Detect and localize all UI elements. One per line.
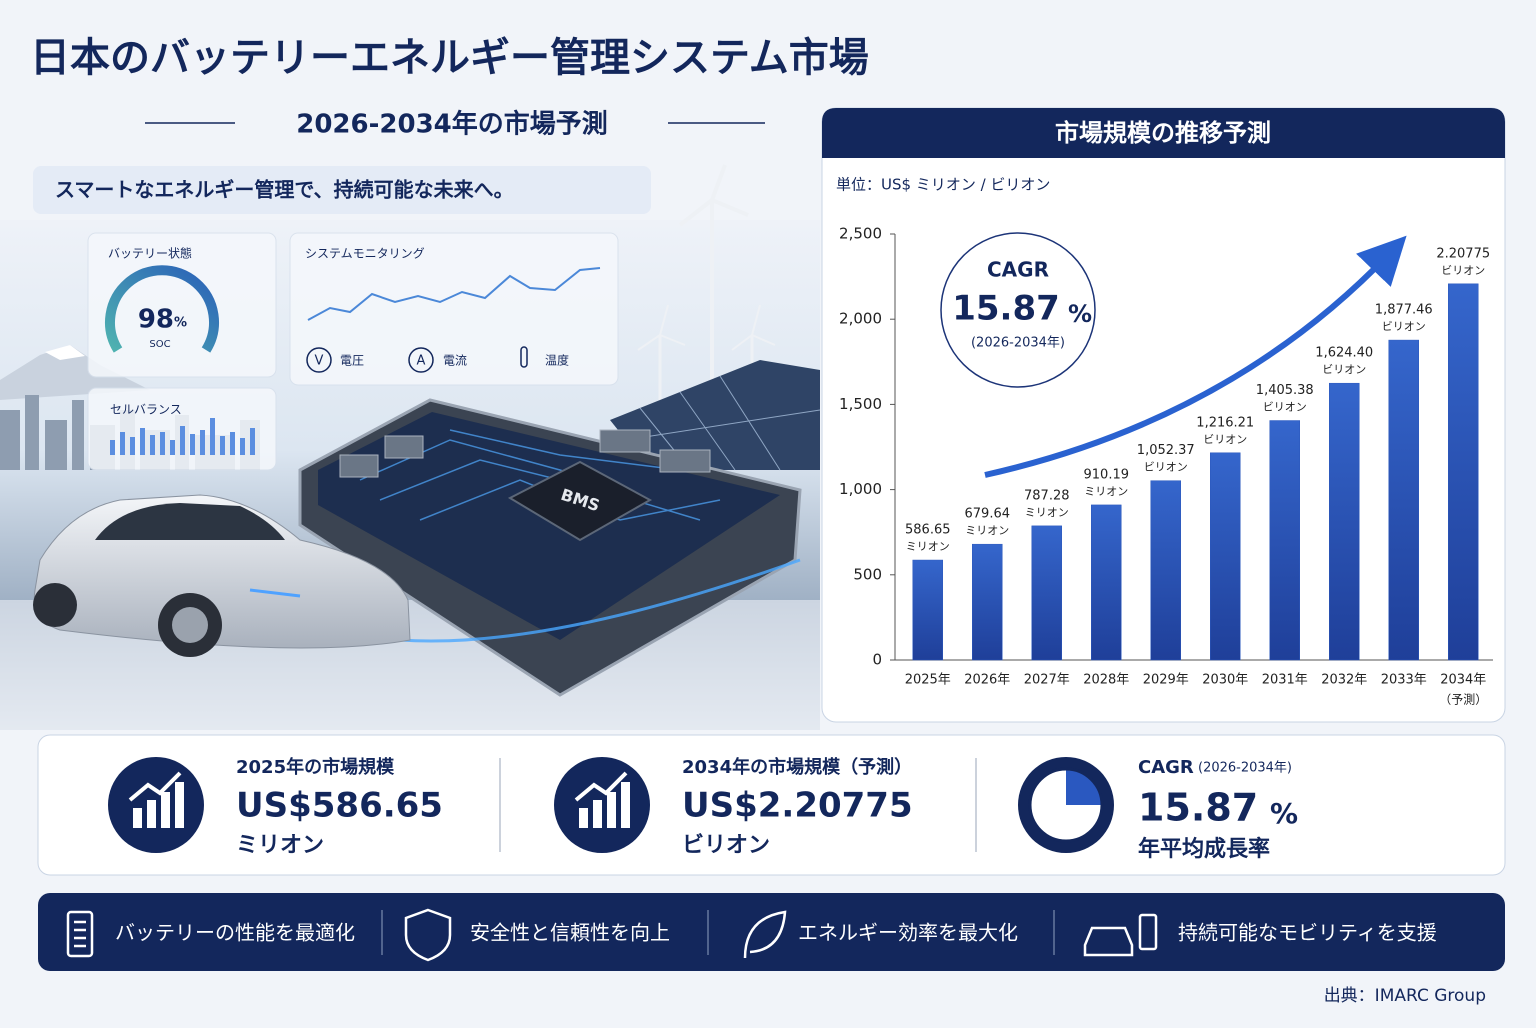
x-tick-label: 2032年: [1321, 673, 1367, 688]
stat-unit: 年平均成長率: [1138, 836, 1270, 862]
value-unit: ミリオン: [1025, 506, 1069, 519]
subtitle: 2026-2034年の市場予測: [296, 109, 608, 140]
bar: [972, 543, 1003, 661]
value-label: 787.28: [1024, 488, 1070, 503]
gauge-caption: SOC: [149, 339, 170, 350]
stat-icons: [108, 757, 1114, 853]
value-unit: ビリオン: [1441, 264, 1485, 277]
feature: 持続可能なモビリティを支援: [1178, 921, 1437, 945]
x-tick-label: 2025年: [905, 673, 951, 688]
x-tick-label: 2033年: [1381, 673, 1427, 688]
tagline: スマートなエネルギー管理で、持続可能な未来へ。: [55, 178, 514, 202]
title: 日本のバッテリーエネルギー管理システム市場: [30, 35, 869, 81]
y-tick-label: 1,500: [839, 395, 882, 413]
feature-bar: [38, 893, 1505, 971]
widget-title: システムモニタリング: [305, 247, 425, 261]
trend-arrow: [984, 235, 1407, 478]
feature: バッテリーの性能を最適化: [115, 921, 355, 945]
feature-dividers: [381, 910, 1055, 955]
value-unit: ビリオン: [1263, 401, 1307, 414]
x-tick-label: 2026年: [964, 673, 1010, 688]
feature-icons: [66, 908, 1158, 962]
cagr-unit: %: [1068, 300, 1092, 328]
stat-value: US$586.65: [236, 786, 443, 826]
stat-title: CAGR: [1138, 757, 1194, 778]
x-tick-label: 2027年: [1024, 673, 1070, 688]
y-tick-label: 1,000: [839, 480, 882, 498]
value-label: 586.65: [905, 523, 951, 538]
feature: エネルギー効率を最大化: [798, 921, 1018, 945]
bar: [1091, 504, 1122, 661]
stat-title: 2034年の市場規模（予測）: [682, 756, 912, 778]
value-unit: ビリオン: [1322, 363, 1366, 376]
value-label: 679.64: [965, 507, 1011, 522]
cagr-period: (2026-2034年): [971, 336, 1065, 351]
y-tick-label: 2,500: [839, 225, 882, 243]
feature: 安全性と信頼性を向上: [470, 921, 670, 945]
y-tick-label: 2,000: [839, 310, 882, 328]
stat-unit: ビリオン: [682, 833, 770, 858]
icon-letter: A: [417, 354, 426, 369]
forecast-note: （予測）: [1439, 693, 1487, 707]
bar: [1210, 452, 1241, 661]
gauge-value: 98: [138, 305, 174, 335]
value-unit: ミリオン: [1084, 485, 1128, 498]
x-tick-label: 2029年: [1143, 673, 1189, 688]
bar: [1388, 339, 1419, 661]
cagr-circle: [940, 232, 1096, 388]
cagr-label: CAGR: [987, 258, 1049, 282]
stat-title: 2025年の市場規模: [236, 756, 395, 778]
x-tick-label: 2030年: [1202, 673, 1248, 688]
chart-header: [822, 108, 1505, 158]
monitor-item: 電流: [443, 354, 467, 368]
stat-value-unit: %: [1270, 797, 1298, 830]
icon-letter: V: [315, 354, 324, 369]
bar: [1150, 480, 1181, 661]
bar: [1329, 382, 1360, 661]
value-label: 1,877.46: [1375, 303, 1433, 318]
value-unit: ビリオン: [1144, 461, 1188, 474]
stat-title-note: (2026-2034年): [1198, 761, 1292, 776]
stats-panel: [37, 734, 1506, 876]
unit-note: 単位：US$ ミリオン / ビリオン: [836, 176, 1050, 194]
x-tick-label: 2028年: [1083, 673, 1129, 688]
value-unit: ミリオン: [965, 524, 1009, 537]
widget-title: バッテリー状態: [108, 246, 192, 261]
value-unit: ビリオン: [1382, 320, 1426, 333]
stat-value: 15.87: [1138, 786, 1258, 830]
value-label: 1,052.37: [1137, 443, 1195, 458]
stat-value: US$2.20775: [682, 786, 913, 826]
x-tick-label: 2031年: [1262, 673, 1308, 688]
bar: [1269, 420, 1300, 661]
value-label: 1,624.40: [1315, 346, 1373, 361]
value-unit: ミリオン: [906, 540, 950, 553]
monitor-item: 電圧: [340, 354, 364, 368]
y-tick-label: 0: [872, 651, 882, 669]
value-unit: ビリオン: [1203, 433, 1247, 446]
stat-unit: ミリオン: [236, 833, 324, 858]
y-tick-label: 500: [853, 565, 882, 583]
source: 出典：IMARC Group: [1324, 986, 1486, 1006]
chart-title: 市場規模の推移予測: [1055, 119, 1271, 147]
value-label: 1,405.38: [1256, 383, 1314, 398]
value-label: 2.20775: [1436, 246, 1490, 261]
value-label: 1,216.21: [1196, 415, 1254, 430]
tagline-box: [33, 166, 651, 214]
monitor-item: 温度: [545, 353, 569, 368]
x-tick-label: 2034年: [1440, 673, 1486, 688]
widgets: [87, 232, 619, 471]
gauge-unit: %: [174, 316, 187, 331]
cagr-value: 15.87: [952, 289, 1060, 329]
bar: [1448, 283, 1479, 661]
bar: [1031, 525, 1062, 661]
bar: [912, 559, 943, 661]
widget-title: セルバランス: [110, 403, 182, 417]
value-label: 910.19: [1084, 467, 1130, 482]
